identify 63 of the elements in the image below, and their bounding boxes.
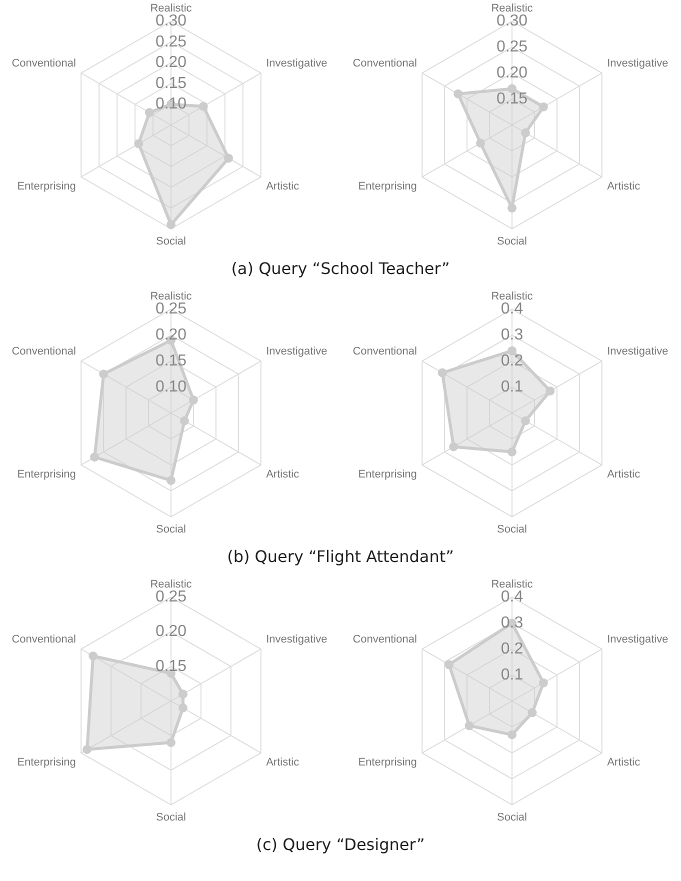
y-tick-label: 0.2 [500,640,524,658]
text: (b) Query “Flight Attendant” [226,546,455,568]
spoke-label: Realistic [150,2,192,15]
text: (c) Query “Designer” [255,834,426,856]
y-tick-label: 0.3 [500,614,524,632]
y-tick-label: 0.25 [155,588,187,606]
y-tick-label: 0.15 [155,658,187,675]
y-tick-label: 0.30 [155,12,187,30]
y-tick-label: 0.20 [155,326,187,344]
y-tick-label: 0.30 [496,12,528,30]
spoke-label: Conventional [352,634,417,646]
spoke-label: Realistic [491,578,534,591]
spoke-label: Enterprising [358,180,417,193]
spoke-label: Artistic [266,756,300,769]
spoke-label: Social [497,523,527,536]
spoke-label: Enterprising [358,468,417,481]
spoke-label: Conventional [12,58,76,70]
spoke-label: Artistic [607,180,641,193]
spoke-label: Enterprising [17,756,76,769]
spoke-label: Conventional [352,58,417,70]
spoke-label: Investigative [607,58,668,70]
spoke-label: Conventional [12,346,76,358]
y-tick-label: 0.25 [155,33,187,50]
spoke-label: Conventional [12,634,76,646]
spoke-label: Artistic [607,468,641,481]
spoke-label: Investigative [266,346,328,358]
spoke-label: Artistic [266,180,300,193]
spoke-label: Social [497,811,527,824]
y-tick-label: 0.2 [500,352,524,370]
text: (a) Query “School Teacher” [230,258,451,280]
spoke-label: Enterprising [17,180,76,193]
spoke-label: Social [497,235,527,248]
spoke-label: Enterprising [358,756,417,769]
spoke-label: Investigative [266,58,328,70]
y-tick-label: 0.25 [496,38,528,56]
y-tick-label: 0.20 [496,64,528,82]
spoke-label: Social [156,811,186,824]
y-tick-label: 0.3 [500,326,524,344]
spoke-label: Investigative [607,634,668,646]
spoke-label: Social [156,523,186,536]
y-tick-label: 0.1 [500,666,524,684]
spoke-label: Investigative [607,346,668,358]
y-tick-label: 0.4 [500,300,524,318]
spoke-label: Realistic [150,578,192,591]
y-tick-label: 0.15 [496,90,528,108]
spoke-label: Artistic [607,756,641,769]
spoke-label: Realistic [150,290,192,303]
y-tick-label: 0.4 [500,588,524,606]
y-tick-label: 0.10 [155,378,187,396]
y-tick-label: 0.20 [155,54,187,72]
y-tick-label: 0.25 [155,300,187,318]
spoke-label: Realistic [491,290,534,303]
y-tick-label: 0.20 [155,623,187,640]
spoke-label: Artistic [266,468,300,481]
y-tick-label: 0.10 [155,96,187,113]
y-tick-label: 0.1 [500,378,524,396]
y-tick-label: 0.15 [155,74,187,92]
spoke-label: Investigative [266,634,328,646]
spoke-label: Social [156,235,186,248]
spoke-label: Realistic [491,2,534,15]
spoke-label: Enterprising [17,468,76,481]
y-tick-label: 0.15 [155,352,187,370]
spoke-label: Conventional [352,346,417,358]
